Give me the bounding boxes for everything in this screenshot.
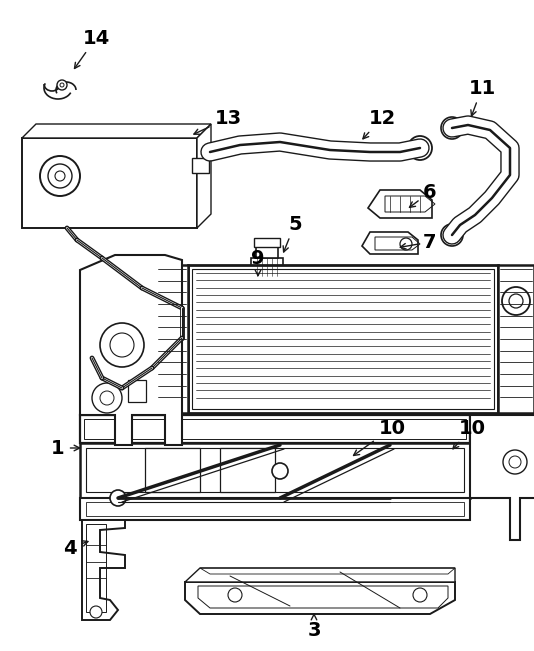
Circle shape	[254, 294, 262, 302]
Bar	[86, 524, 106, 612]
Bar	[86, 502, 464, 516]
Text: 11: 11	[468, 79, 496, 116]
Circle shape	[249, 289, 267, 307]
Circle shape	[92, 383, 122, 413]
Bar	[498, 265, 534, 413]
Bar	[220, 448, 275, 492]
Text: 4: 4	[63, 538, 88, 557]
Circle shape	[48, 164, 72, 188]
Circle shape	[55, 171, 65, 181]
Circle shape	[242, 282, 274, 314]
Text: 3: 3	[307, 614, 321, 639]
Text: 5: 5	[283, 214, 302, 252]
Circle shape	[272, 463, 288, 479]
Bar	[80, 443, 470, 498]
Polygon shape	[22, 124, 211, 138]
Text: 10: 10	[354, 419, 405, 456]
Bar	[86, 448, 464, 492]
Circle shape	[110, 333, 134, 357]
Polygon shape	[185, 582, 455, 614]
Text: 14: 14	[75, 29, 109, 68]
Text: 8: 8	[0, 650, 1, 651]
Circle shape	[57, 80, 67, 90]
Text: 9: 9	[252, 249, 265, 275]
Polygon shape	[362, 232, 418, 254]
Circle shape	[414, 142, 426, 154]
Text: 10: 10	[453, 419, 485, 449]
Text: 7: 7	[400, 232, 437, 251]
Polygon shape	[470, 415, 534, 540]
Circle shape	[413, 588, 427, 602]
Text: 13: 13	[194, 109, 241, 134]
Bar	[251, 258, 283, 276]
Circle shape	[110, 490, 126, 506]
Circle shape	[509, 456, 521, 468]
Text: 1: 1	[51, 439, 80, 458]
Circle shape	[40, 156, 80, 196]
Text: 2: 2	[0, 650, 1, 651]
Circle shape	[447, 230, 457, 240]
Circle shape	[100, 391, 114, 405]
Circle shape	[509, 294, 523, 308]
Polygon shape	[80, 255, 182, 445]
Circle shape	[228, 588, 242, 602]
Polygon shape	[368, 190, 432, 218]
Circle shape	[503, 450, 527, 474]
Circle shape	[400, 238, 412, 250]
Circle shape	[441, 224, 463, 246]
Bar	[156, 265, 188, 413]
Bar	[145, 448, 200, 492]
Polygon shape	[192, 158, 209, 173]
Bar	[80, 498, 470, 520]
Circle shape	[441, 117, 463, 139]
Circle shape	[502, 287, 530, 315]
Bar	[188, 265, 498, 413]
Bar	[80, 415, 470, 443]
Polygon shape	[185, 568, 455, 582]
Bar	[84, 419, 466, 439]
Text: 6: 6	[410, 182, 437, 208]
Bar	[256, 246, 278, 258]
Circle shape	[408, 136, 432, 160]
Bar	[192, 269, 494, 409]
Circle shape	[60, 83, 64, 87]
Polygon shape	[197, 124, 211, 228]
Text: 12: 12	[363, 109, 396, 139]
Polygon shape	[82, 520, 125, 620]
Polygon shape	[22, 138, 197, 228]
Bar	[254, 238, 280, 247]
Circle shape	[447, 123, 457, 133]
Circle shape	[90, 606, 102, 618]
Bar	[128, 380, 146, 402]
Circle shape	[100, 323, 144, 367]
